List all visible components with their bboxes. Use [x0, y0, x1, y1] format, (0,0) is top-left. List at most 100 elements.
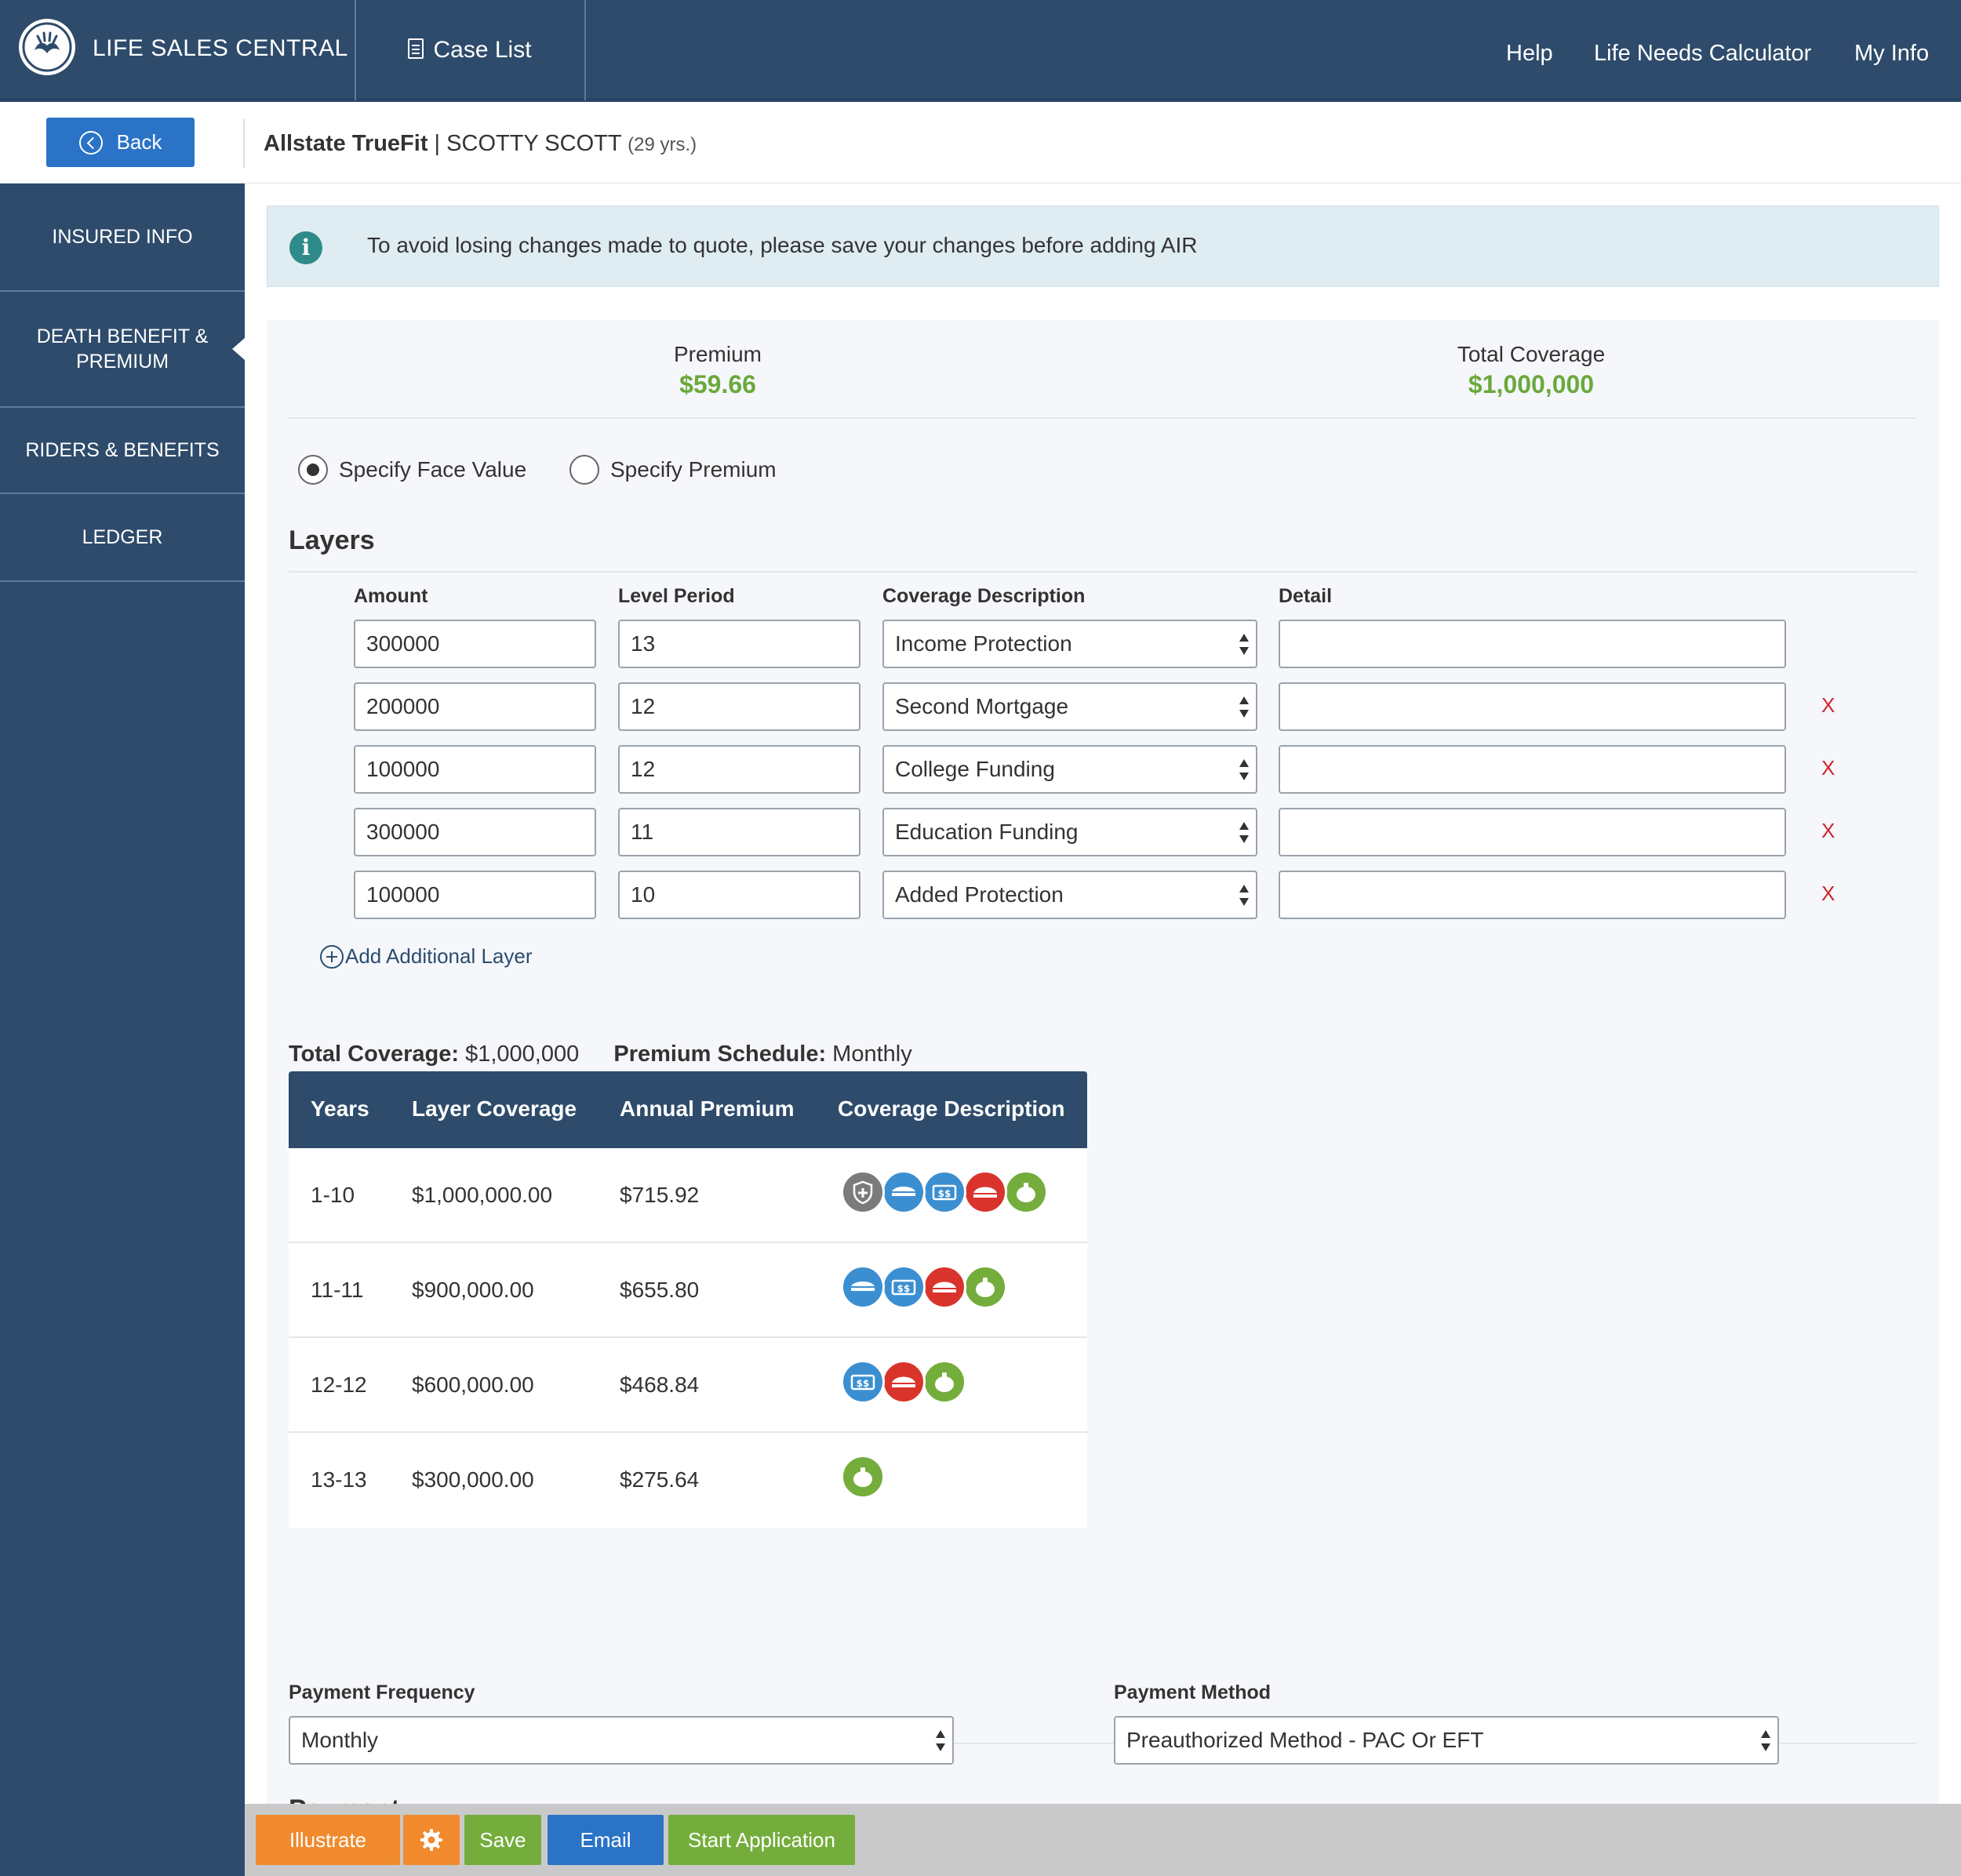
case-list-link[interactable]: Case List — [355, 0, 585, 100]
allstate-logo[interactable] — [19, 19, 75, 75]
column-header: Layer Coverage — [412, 1096, 577, 1121]
select-value: Second Mortgage — [895, 694, 1069, 718]
select-arrows-icon — [1239, 696, 1250, 720]
home-icon — [922, 1265, 966, 1309]
header-divider — [243, 119, 245, 168]
amount-input[interactable]: 300000 — [354, 620, 596, 668]
life-needs-calculator-link[interactable]: Life Needs Calculator — [1594, 41, 1812, 66]
divider — [289, 417, 1917, 419]
client-age: (29 yrs.) — [628, 134, 697, 155]
table-row: 13-13 $300,000.00 $275.64 — [289, 1433, 1087, 1528]
sidebar-item-ledger[interactable]: LEDGER — [0, 494, 245, 582]
coverage-description-select[interactable]: Income Protection — [882, 620, 1257, 668]
sidebar-item-riders-benefits[interactable]: RIDERS & BENEFITS — [0, 408, 245, 494]
table-header: Years Layer Coverage Annual Premium Cove… — [289, 1071, 1087, 1148]
table-row: 11-11 $900,000.00 $655.80 $$ — [289, 1243, 1087, 1338]
email-button[interactable]: Email — [548, 1815, 664, 1865]
remove-layer-button[interactable]: X — [1821, 882, 1835, 905]
dollar-icon: $$ — [882, 1265, 926, 1309]
svg-text:$$: $$ — [938, 1188, 951, 1199]
amount-input[interactable]: 100000 — [354, 871, 596, 919]
years-cell: 12-12 — [311, 1372, 367, 1397]
nav-divider — [584, 0, 586, 100]
payment-method-select[interactable]: Preauthorized Method - PAC Or EFT — [1114, 1716, 1779, 1765]
breadcrumb: Allstate TrueFit | SCOTTY SCOTT (29 yrs.… — [264, 131, 697, 157]
payment-method-label: Payment Method — [1114, 1681, 1272, 1703]
premium-option[interactable]: Specify Premium — [569, 455, 777, 485]
premium-value: $59.66 — [679, 370, 756, 398]
detail-input[interactable] — [1279, 620, 1786, 668]
select-value: Education Funding — [895, 820, 1079, 844]
sidebar-item-label: RIDERS & BENEFITS — [25, 438, 220, 461]
face-value-option[interactable]: Specify Face Value — [298, 455, 526, 485]
table-row: 12-12 $600,000.00 $468.84 $$ — [289, 1338, 1087, 1433]
column-header: Annual Premium — [620, 1096, 795, 1121]
level-period-input[interactable]: 12 — [618, 745, 860, 794]
total-coverage-summary-value: $1,000,000 — [465, 1042, 580, 1067]
detail-input[interactable] — [1279, 871, 1786, 919]
detail-column-header: Detail — [1279, 585, 1333, 607]
amount-input[interactable]: 300000 — [354, 808, 596, 856]
coverage-description-select[interactable]: Education Funding — [882, 808, 1257, 856]
table-row: 1-10 $1,000,000.00 $715.92 $$ — [289, 1148, 1087, 1243]
piggy-bank-icon — [841, 1455, 885, 1499]
amount-input[interactable]: 100000 — [354, 745, 596, 794]
breadcrumb-separator: | — [427, 131, 447, 156]
level-period-input[interactable]: 10 — [618, 871, 860, 919]
back-label: Back — [116, 130, 162, 154]
save-button[interactable]: Save — [464, 1815, 541, 1865]
case-list-label: Case List — [433, 37, 532, 63]
illustrate-settings-button[interactable] — [403, 1815, 460, 1865]
premium-radio[interactable] — [569, 455, 599, 485]
remove-layer-button[interactable]: X — [1821, 756, 1835, 780]
face-value-radio[interactable] — [298, 455, 328, 485]
level-period-input[interactable]: 13 — [618, 620, 860, 668]
my-info-link[interactable]: My Info — [1854, 41, 1930, 66]
remove-layer-button[interactable]: X — [1821, 693, 1835, 717]
help-link[interactable]: Help — [1506, 41, 1553, 66]
sidebar: INSURED INFO DEATH BENEFIT & PREMIUM RID… — [0, 184, 245, 1876]
start-application-button[interactable]: Start Application — [668, 1815, 855, 1865]
annual-premium-cell: $468.84 — [620, 1372, 700, 1397]
piggy-bank-icon — [922, 1360, 966, 1404]
select-arrows-icon — [1760, 1730, 1771, 1754]
layers-heading: Layers — [289, 525, 375, 555]
sidebar-item-label: DEATH BENEFIT & PREMIUM — [36, 325, 209, 373]
amount-column-header: Amount — [354, 585, 428, 607]
select-arrows-icon — [1239, 822, 1250, 845]
case-header: Back Allstate TrueFit | SCOTTY SCOTT (29… — [0, 102, 1961, 184]
payment-frequency-select[interactable]: Monthly — [289, 1716, 954, 1765]
level-period-input[interactable]: 11 — [618, 808, 860, 856]
svg-text:$$: $$ — [857, 1378, 870, 1389]
detail-input[interactable] — [1279, 682, 1786, 731]
amount-input[interactable]: 200000 — [354, 682, 596, 731]
remove-layer-button[interactable]: X — [1821, 819, 1835, 842]
years-cell: 11-11 — [311, 1278, 364, 1302]
annual-premium-cell: $275.64 — [620, 1467, 700, 1492]
info-message: To avoid losing changes made to quote, p… — [367, 233, 1198, 257]
illustrate-button[interactable]: Illustrate — [256, 1815, 400, 1865]
shield-plus-icon — [841, 1170, 885, 1214]
coverage-description-select[interactable]: Second Mortgage — [882, 682, 1257, 731]
dollar-icon: $$ — [841, 1360, 885, 1404]
sidebar-item-insured-info[interactable]: INSURED INFO — [0, 184, 245, 292]
detail-input[interactable] — [1279, 808, 1786, 856]
plus-circle-icon — [320, 944, 344, 969]
active-indicator — [232, 338, 245, 360]
add-layer-button[interactable]: Add Additional Layer — [320, 944, 533, 969]
column-header: Coverage Description — [838, 1096, 1065, 1121]
nav-divider — [355, 0, 356, 100]
select-arrows-icon — [1239, 759, 1250, 783]
app-brand-name: LIFE SALES CENTRAL — [93, 35, 348, 61]
back-button[interactable]: Back — [46, 118, 195, 167]
level-period-input[interactable]: 12 — [618, 682, 860, 731]
select-value: Preauthorized Method - PAC Or EFT — [1126, 1728, 1484, 1752]
document-icon — [408, 38, 424, 59]
detail-input[interactable] — [1279, 745, 1786, 794]
coverage-description-select[interactable]: Added Protection — [882, 871, 1257, 919]
coverage-description-select[interactable]: College Funding — [882, 745, 1257, 794]
add-layer-label: Add Additional Layer — [345, 944, 533, 968]
column-header: Years — [311, 1096, 369, 1121]
main-content: i To avoid losing changes made to quote,… — [245, 184, 1961, 1876]
sidebar-item-death-benefit-premium[interactable]: DEATH BENEFIT & PREMIUM — [0, 292, 245, 408]
